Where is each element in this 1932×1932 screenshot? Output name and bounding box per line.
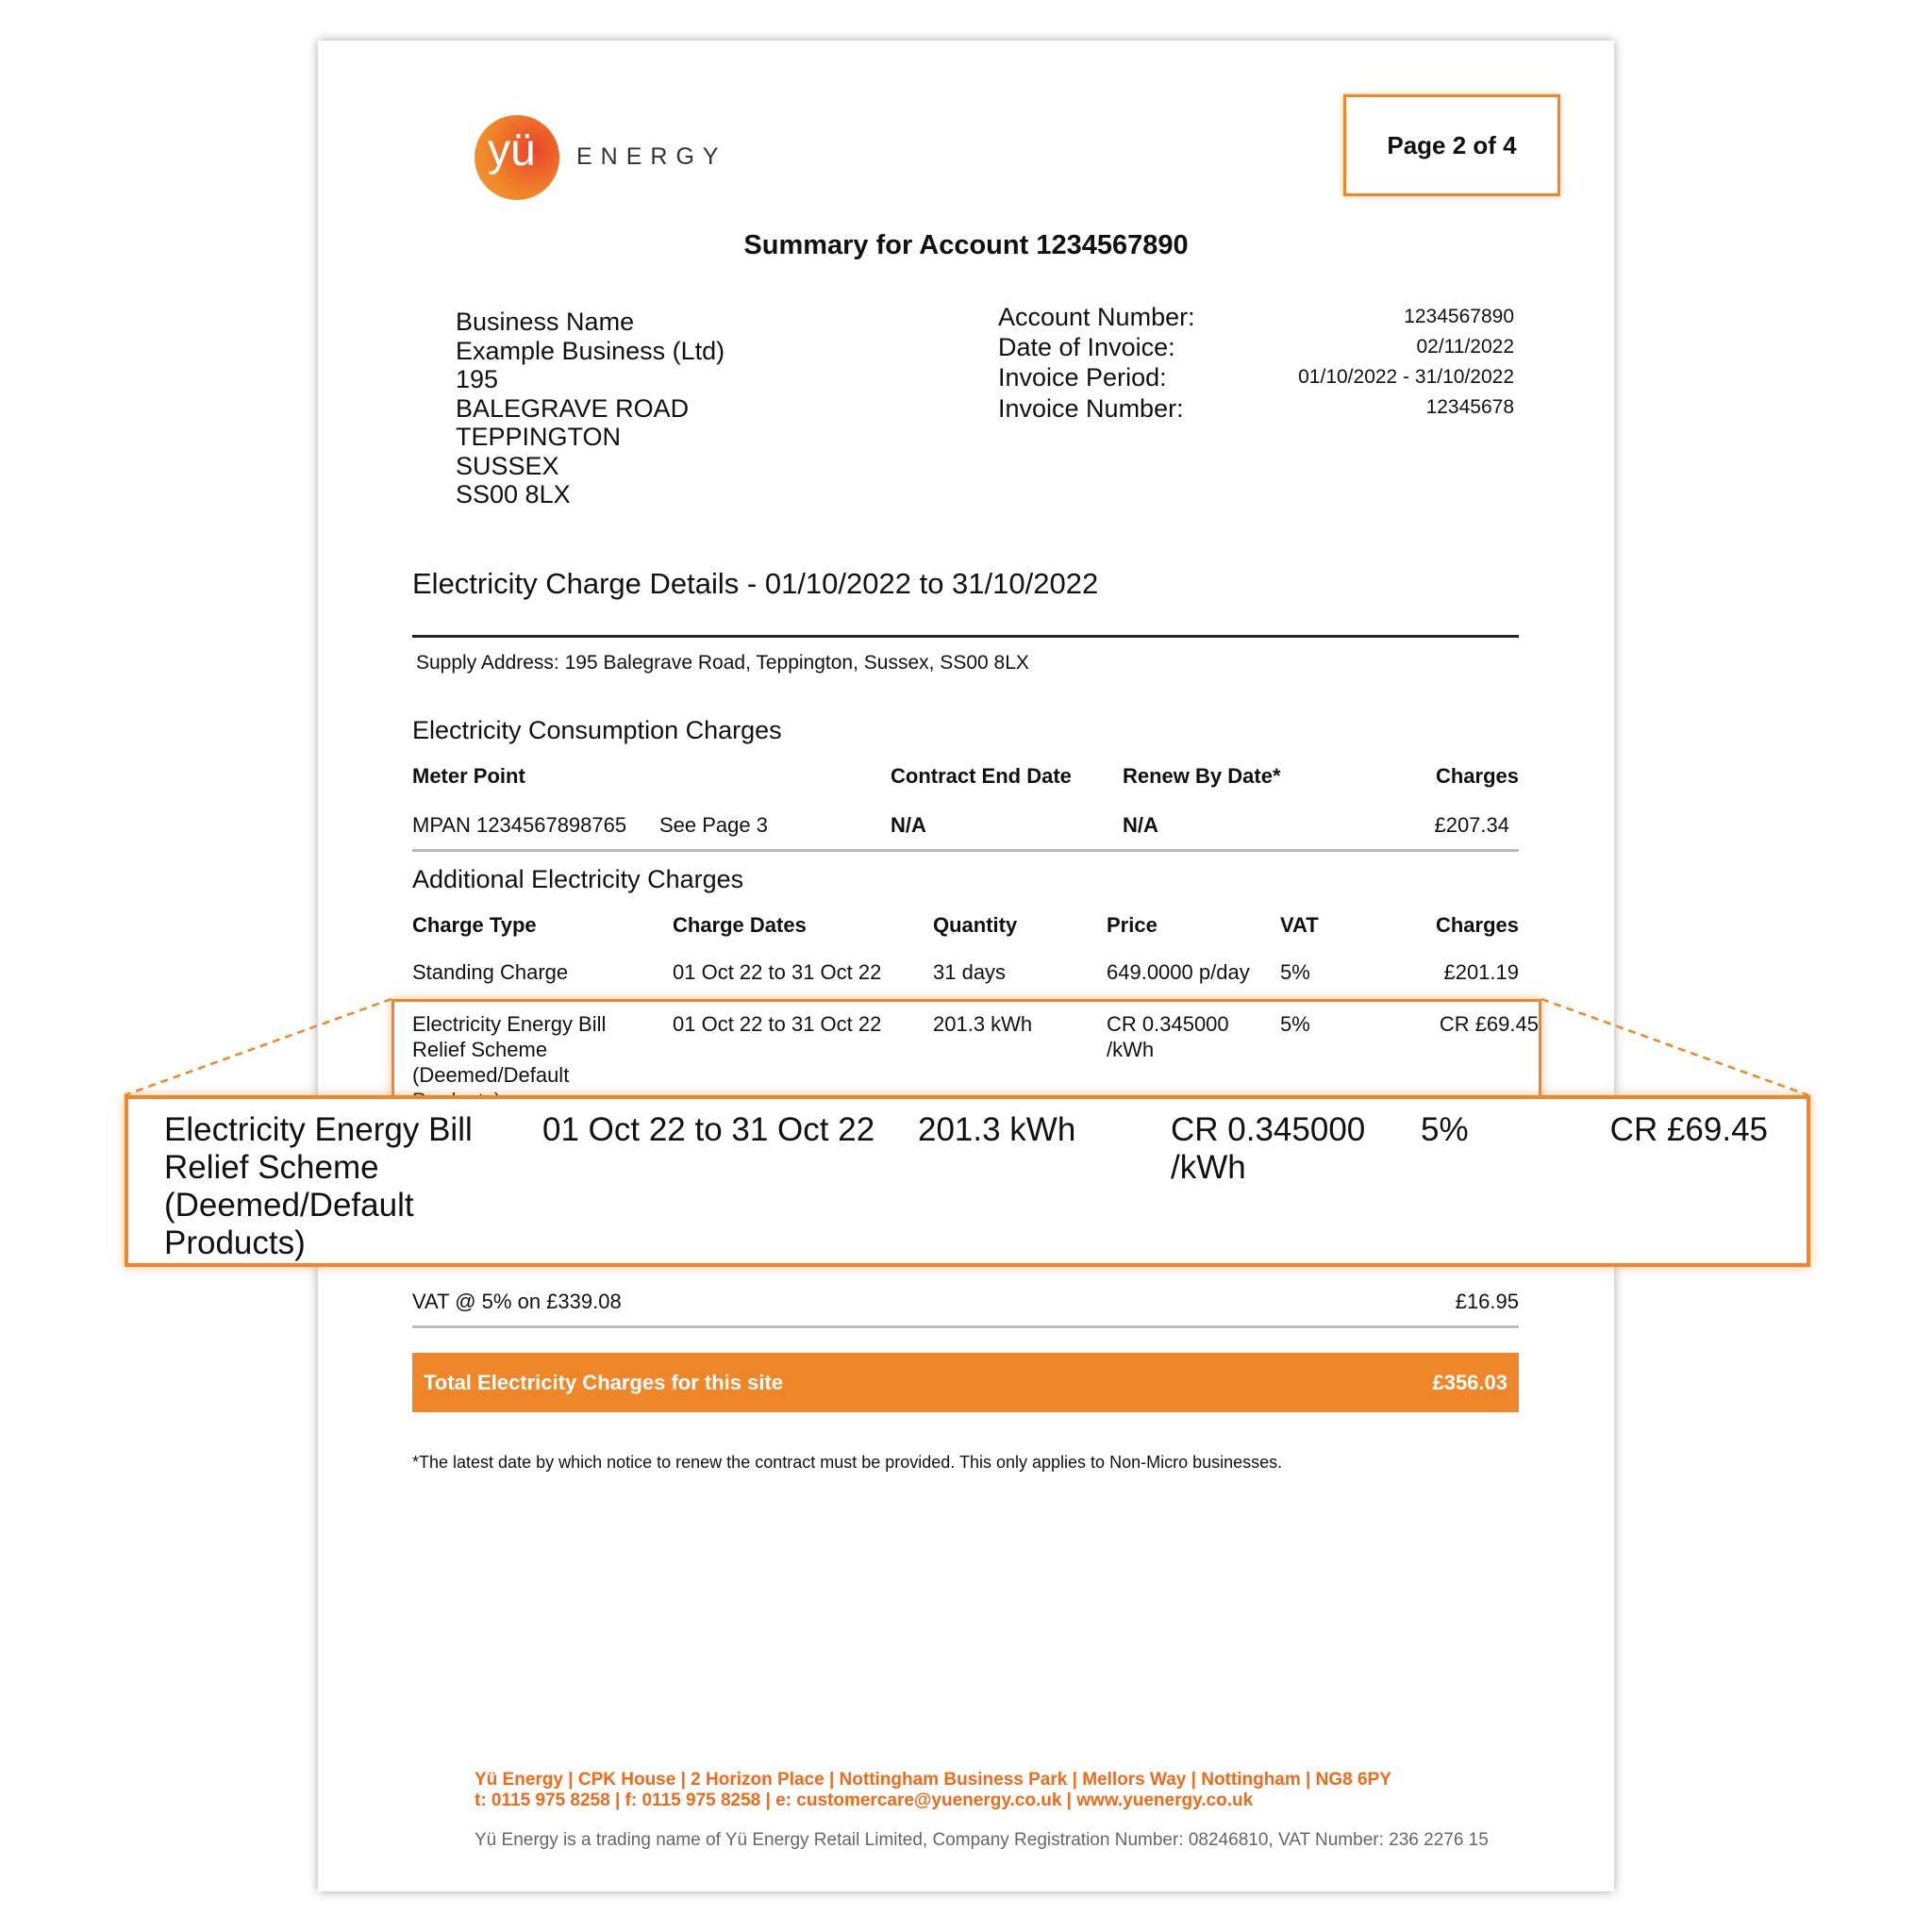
charge-type: Electricity Energy Bill Relief Scheme (D… — [412, 1011, 607, 1096]
divider — [412, 635, 1519, 638]
consumption-charges: £207.34 — [1434, 813, 1509, 837]
account-number-value: 1234567890 — [1404, 306, 1514, 327]
supply-address: Supply Address: 195 Balegrave Road, Tepp… — [416, 652, 1029, 674]
contract-end-value: N/A — [891, 813, 926, 837]
invoice-date-value: 02/11/2022 — [1416, 336, 1514, 358]
vat: 5% — [1280, 960, 1310, 984]
price-line: /kWh — [1171, 1149, 1246, 1186]
col-charge-dates: Charge Dates — [673, 913, 807, 937]
invoice-date-label: Date of Invoice: — [998, 333, 1175, 361]
invoice-page — [318, 41, 1614, 1891]
total-label: Total Electricity Charges for this site — [424, 1371, 784, 1394]
charge-type: Electricity Energy Bill Relief Scheme (D… — [164, 1111, 473, 1262]
meter-point: MPAN 1234567898765 — [412, 813, 627, 837]
charge-type-line: Electricity Energy Bill — [164, 1111, 473, 1148]
charge-type-line: Products) — [164, 1224, 306, 1261]
price: 649.0000 p/day — [1107, 960, 1250, 984]
footer-address: Yü Energy | CPK House | 2 Horizon Place … — [475, 1770, 1391, 1790]
price: CR 0.345000 /kWh — [1171, 1111, 1365, 1187]
quantity: 201.3 kWh — [933, 1012, 1033, 1036]
vat: 5% — [1280, 1012, 1310, 1036]
logo-mark: yü — [488, 125, 536, 175]
section-title: Electricity Charge Details - 01/10/2022 … — [412, 567, 1099, 600]
charges: CR £69.45 — [1609, 1111, 1768, 1148]
col-charges: Charges — [1435, 913, 1519, 937]
col-charge-type: Charge Type — [412, 913, 537, 937]
charge-type-line: (Deemed/Default — [412, 1063, 570, 1087]
additional-heading: Additional Electricity Charges — [412, 865, 744, 893]
price-line: CR 0.345000 — [1171, 1111, 1366, 1148]
col-quantity: Quantity — [933, 913, 1018, 937]
customer-address: Business Name Example Business (Ltd) 195… — [456, 308, 724, 509]
col-charges: Charges — [1435, 764, 1519, 788]
callout-line-right — [1541, 997, 1809, 1097]
invoice-number-label: Invoice Number: — [998, 394, 1184, 423]
logo-word: ENERGY — [576, 143, 727, 170]
page-title: Summary for Account 1234567890 — [743, 230, 1189, 260]
price: CR 0.345000 /kWh — [1107, 1011, 1229, 1062]
charge-type-line: Relief Scheme — [412, 1038, 548, 1061]
price-line: /kWh — [1107, 1038, 1155, 1061]
callout-line-left — [124, 997, 392, 1097]
footer-contact[interactable]: t: 0115 975 8258 | f: 0115 975 8258 | e:… — [475, 1790, 1254, 1810]
charge-dates: 01 Oct 22 to 31 Oct 22 — [673, 1012, 882, 1036]
col-vat: VAT — [1280, 913, 1319, 937]
col-price: Price — [1107, 913, 1158, 937]
address-line: TEPPINGTON — [456, 423, 622, 451]
quantity: 201.3 kWh — [918, 1111, 1076, 1148]
quantity: 31 days — [933, 960, 1007, 984]
footnote: *The latest date by which notice to rene… — [412, 1453, 1283, 1472]
charges: CR £69.45 — [1439, 1012, 1539, 1036]
price-line: CR 0.345000 — [1107, 1012, 1229, 1036]
highlighted-row: Electricity Energy Bill Relief Scheme (D… — [391, 999, 1541, 1099]
total-bar: Total Electricity Charges for this site … — [412, 1353, 1519, 1412]
vat-value: £16.95 — [1455, 1290, 1519, 1313]
address-line: SUSSEX — [456, 451, 559, 480]
charge-type-line: Relief Scheme — [164, 1149, 379, 1186]
divider — [412, 1325, 1519, 1328]
col-meter-point: Meter Point — [412, 764, 525, 788]
zoomed-row-callout: Electricity Energy Bill Relief Scheme (D… — [125, 1095, 1810, 1267]
charge-type: Standing Charge — [412, 960, 569, 984]
logo-circle-icon — [475, 115, 559, 200]
charge-type-line: Electricity Energy Bill — [412, 1012, 607, 1036]
page-indicator: Page 2 of 4 — [1343, 94, 1560, 196]
col-renew-by: Renew By Date* — [1123, 764, 1281, 788]
charge-type-line: Products) — [412, 1088, 606, 1096]
address-line: BALEGRAVE ROAD — [456, 393, 690, 423]
yu-energy-logo: yü ENERGY — [475, 115, 719, 200]
charges: £201.19 — [1443, 960, 1519, 984]
account-number-label: Account Number: — [998, 303, 1195, 331]
consumption-heading: Electricity Consumption Charges — [412, 716, 782, 744]
address-line: SS00 8LX — [456, 480, 571, 508]
charge-dates: 01 Oct 22 to 31 Oct 22 — [542, 1111, 875, 1148]
invoice-period-label: Invoice Period: — [998, 363, 1167, 391]
invoice-period-value: 01/10/2022 - 31/10/2022 — [1298, 366, 1514, 388]
total-value: £356.03 — [1432, 1371, 1507, 1394]
charge-type-line: (Deemed/Default — [164, 1187, 414, 1224]
divider — [412, 849, 1519, 852]
footer-legal: Yü Energy is a trading name of Yü Energy… — [475, 1830, 1489, 1850]
address-line: Example Business (Ltd) — [456, 336, 725, 365]
charge-dates: 01 Oct 22 to 31 Oct 22 — [673, 960, 882, 984]
address-line: Business Name — [456, 308, 635, 336]
invoice-number-value: 12345678 — [1425, 396, 1514, 418]
vat-label: VAT @ 5% on £339.08 — [412, 1290, 622, 1313]
vat: 5% — [1421, 1111, 1469, 1148]
see-page-link: See Page 3 — [659, 813, 768, 837]
col-contract-end: Contract End Date — [891, 764, 1072, 788]
address-line: 195 — [456, 365, 499, 393]
renew-by-value: N/A — [1123, 813, 1158, 837]
